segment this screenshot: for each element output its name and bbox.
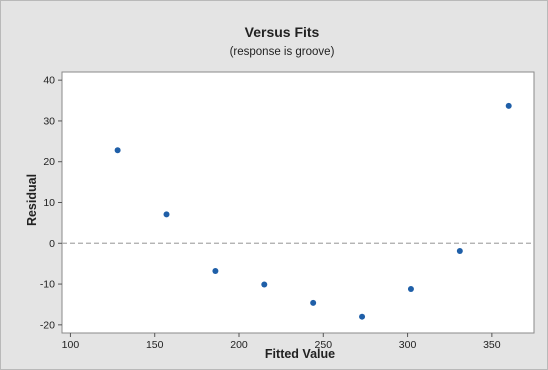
y-tick-label: 40	[43, 75, 55, 87]
x-tick-label: 150	[146, 339, 164, 351]
data-point	[359, 313, 366, 320]
y-axis-label: Residual	[25, 174, 39, 226]
y-tick-label: -20	[40, 319, 55, 331]
x-tick-label: 300	[399, 339, 417, 351]
y-tick-label: 0	[49, 238, 55, 250]
y-tick-label: -10	[40, 279, 55, 291]
y-tick-label: 10	[43, 197, 55, 209]
data-points	[114, 102, 512, 320]
x-axis-label: Fitted Value	[265, 347, 335, 361]
x-tick-label: 100	[62, 339, 80, 351]
x-tick-label: 200	[230, 339, 248, 351]
data-point	[212, 268, 219, 275]
data-point	[261, 281, 268, 288]
y-axis: -20 -10 0 10 20 30 40	[40, 75, 62, 331]
plot-area	[61, 71, 535, 334]
x-axis: 100 150 200 250 300 350	[62, 333, 501, 351]
y-tick-label: 20	[43, 156, 55, 168]
x-tick-label: 350	[483, 339, 501, 351]
data-point	[505, 102, 512, 109]
y-tick-label: 30	[43, 115, 55, 127]
x-tick-label: 250	[315, 339, 333, 351]
chart-title: Versus Fits	[245, 24, 320, 40]
data-point	[163, 211, 170, 218]
data-point	[407, 285, 414, 292]
data-point	[456, 248, 463, 255]
data-point	[310, 299, 317, 306]
data-point	[114, 147, 121, 154]
chart-subtitle: (response is groove)	[230, 46, 335, 58]
